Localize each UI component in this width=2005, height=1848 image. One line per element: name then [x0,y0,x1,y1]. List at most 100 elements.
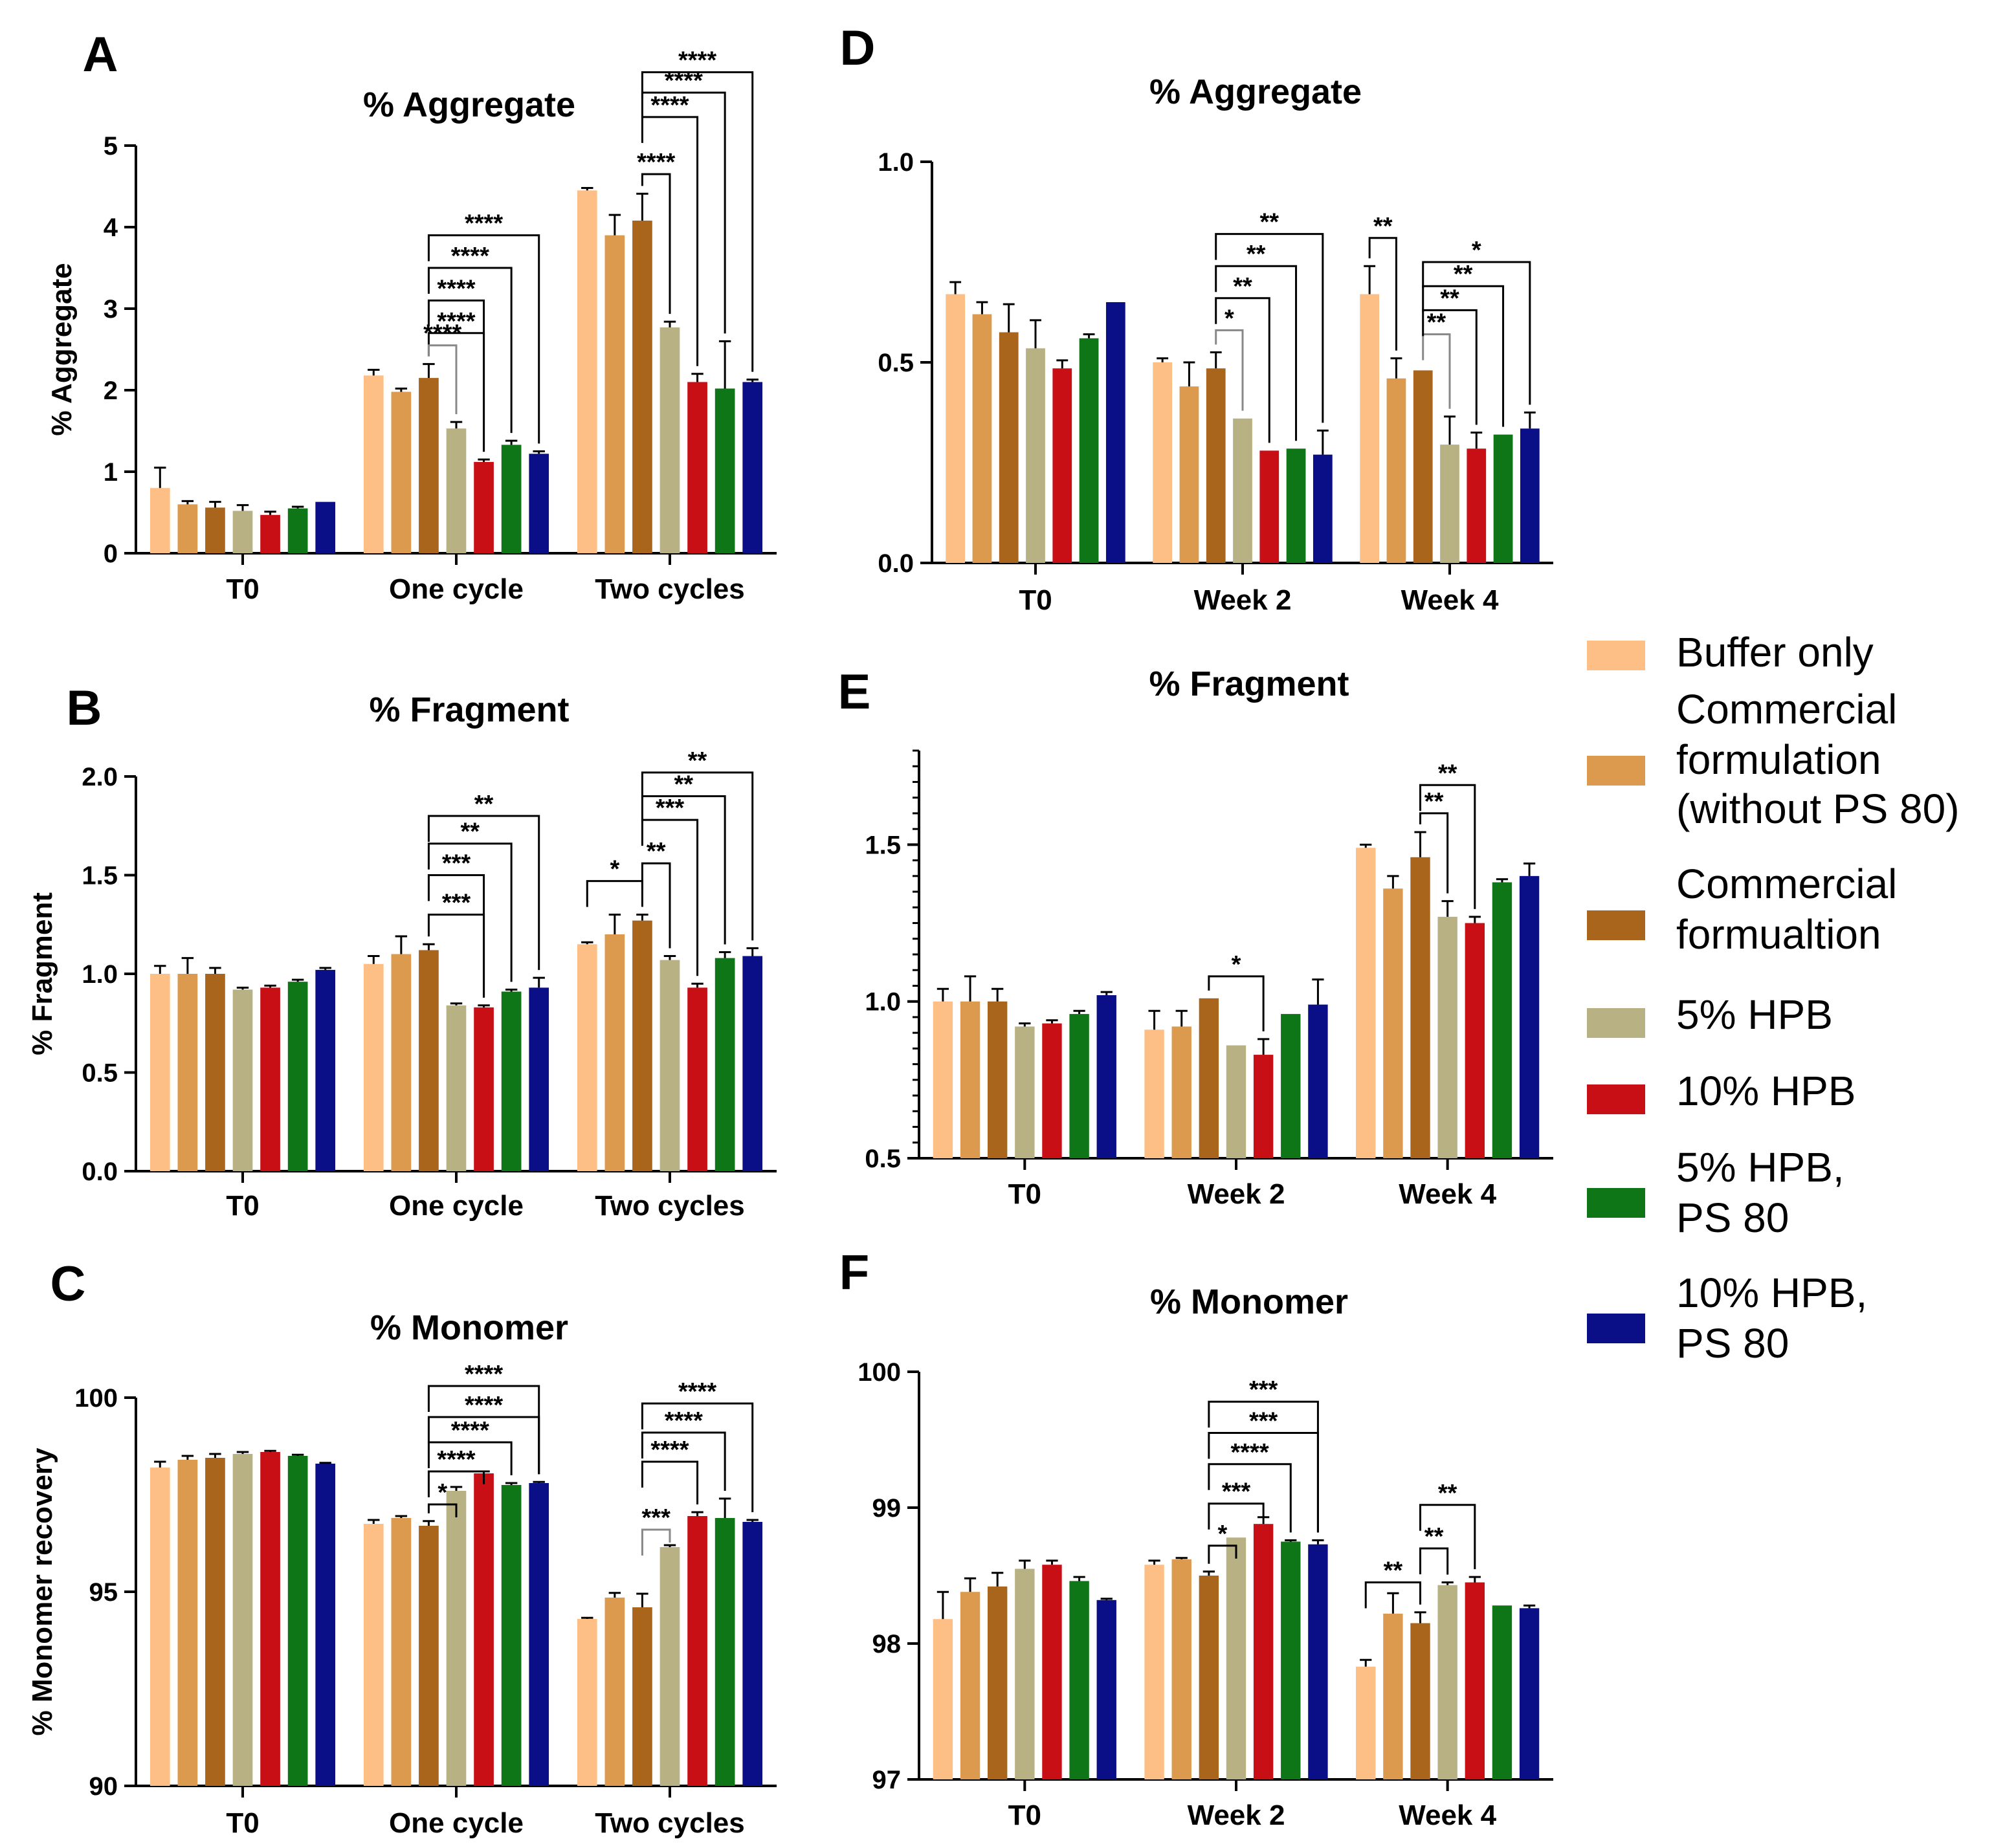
y-axis-label: % Fragment [27,892,58,1055]
significance-bracket [1419,1504,1476,1570]
bar [1199,998,1219,1158]
bar [604,934,625,1171]
bar [659,1547,680,1786]
chart-panel-b: B % Fragment % Fragment 0.0 0.5 1.0 1.5 2.0 T0 On… [27,681,777,1222]
y-tick-label: 1.5 [865,831,901,859]
bar [988,1586,1008,1779]
bar [1179,386,1199,563]
significance-label: ** [474,791,494,818]
bar [632,920,652,1171]
significance-label: *** [656,795,685,822]
significance-bracket [1215,329,1244,411]
bar [446,1005,467,1171]
significance-bracket [641,173,671,314]
bar [1253,1055,1274,1158]
bar [1069,1581,1089,1779]
significance-label: ** [1384,1557,1403,1585]
bar [1171,1559,1191,1779]
legend-swatch [1587,756,1645,786]
significance-label: *** [1249,1376,1278,1403]
significance-bracket [1208,1400,1319,1533]
y-tick-label: 1.0 [82,960,118,989]
bar [419,1526,439,1786]
bar [1413,370,1433,563]
significance-bracket [641,862,671,949]
significance-label: *** [1249,1408,1278,1435]
bar [501,445,522,553]
y-tick-label: 97 [872,1766,902,1794]
legend-label: 5% HPB [1676,991,1833,1038]
bar [205,507,225,553]
significance-bracket [427,874,485,998]
significance-bracket [427,815,540,971]
bar [529,987,549,1171]
bar [1492,1605,1512,1779]
significance-bracket [641,116,699,366]
bar [632,220,652,553]
legend: Buffer onlyCommercialformulation(without… [1587,629,1960,1367]
bar [1171,1026,1191,1158]
bar [287,1456,308,1786]
x-category-label: One cycle [389,1807,524,1839]
bar [1042,1023,1062,1158]
bar [659,960,680,1171]
significance-label: **** [437,275,475,302]
bar [1144,1565,1164,1779]
significance-bracket [1419,812,1449,894]
significance-label: ** [1440,285,1459,312]
bar [714,1518,735,1786]
significance-label: *** [1222,1479,1251,1506]
legend-item: Buffer only [1587,629,1874,676]
bar [260,1452,280,1786]
bar [1226,1045,1246,1158]
legend-label: 5% HPB, [1676,1144,1844,1191]
x-category-label: Week 4 [1401,584,1499,616]
x-category-label: One cycle [389,1190,524,1222]
x-category-label: T0 [226,1807,259,1839]
bar [177,504,198,553]
significance-bracket [1422,333,1451,409]
legend-label: (without PS 80) [1676,786,1960,832]
bar [1437,916,1457,1158]
x-category-label: Week 4 [1399,1799,1496,1831]
significance-bracket [427,1385,540,1475]
legend-label: 10% HPB, [1676,1270,1867,1316]
y-tick-label: 99 [872,1494,902,1523]
bar [315,969,336,1171]
significance-label: * [1218,1521,1228,1548]
bar [1259,450,1279,563]
panel-letter: E [838,665,871,720]
bar [714,958,735,1171]
bar [1286,448,1306,563]
x-category-label: T0 [1008,1799,1041,1831]
bar [1386,378,1406,563]
bar [659,327,680,553]
bar [1105,302,1125,563]
significance-bracket [427,344,458,415]
chart-title: % Aggregate [363,85,575,124]
significance-bracket [641,91,726,334]
bar [391,391,412,553]
significance-bracket [641,1460,699,1504]
bar [1520,428,1540,563]
legend-item: 5% HPB,PS 80 [1587,1144,1844,1241]
x-category-label: Two cycles [595,1807,745,1839]
significance-bracket [641,795,726,945]
y-tick-label: 1 [104,458,118,487]
bar [150,974,170,1171]
bar [1206,368,1226,563]
significance-label: **** [451,1417,489,1444]
y-tick-label: 3 [104,295,118,324]
legend-swatch [1587,1314,1645,1343]
legend-label: PS 80 [1676,1320,1789,1367]
bar [1079,338,1099,563]
significance-label: **** [451,243,489,270]
significance-bracket [427,1441,513,1475]
significance-label: ** [1259,209,1279,236]
significance-label: ** [1233,273,1252,300]
legend-label: PS 80 [1676,1194,1789,1241]
significance-label: ** [647,838,666,865]
